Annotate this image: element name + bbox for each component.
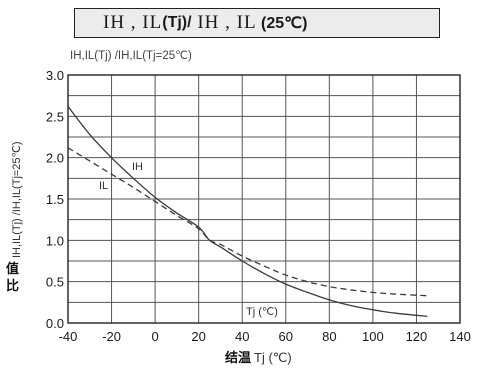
y-tick-label: 3.0 bbox=[46, 68, 64, 83]
title-part-1: IH , IL bbox=[103, 12, 163, 33]
grid bbox=[67, 74, 461, 324]
series-line-ih bbox=[67, 106, 428, 318]
x-tick-label: 20 bbox=[191, 329, 205, 344]
y-axis-top-label: IH,IL(Tj) /IH,IL(Tj=25℃) bbox=[70, 50, 192, 62]
x-tick-label: 120 bbox=[406, 329, 428, 344]
series-label-il: IL bbox=[99, 180, 108, 192]
x-tick-label: -40 bbox=[59, 329, 78, 344]
x-axis-cjk-label: 结温 bbox=[225, 350, 251, 366]
y-tick-label: 2.5 bbox=[46, 109, 64, 124]
x-tick-label: 100 bbox=[362, 329, 384, 344]
labels: IH,IL(Tj) /IH,IL(Tj=25℃) IH,IL(Tj) /IH,I… bbox=[6, 50, 292, 366]
y-axis-side-label: IH,IL(Tj) /IH,IL(Tj=25℃) bbox=[11, 141, 23, 258]
x-axis-unit-label: Tj (℃) bbox=[254, 350, 292, 365]
series-lines bbox=[67, 106, 428, 318]
y-tick-label: 2.0 bbox=[46, 151, 64, 166]
x-tick-label: -20 bbox=[102, 329, 121, 344]
chart-title: IH , IL (Tj)/ IH , IL (25℃) bbox=[74, 8, 440, 38]
y-axis-cjk-1: 值 bbox=[6, 261, 19, 277]
title-part-2: (Tj)/ bbox=[162, 14, 192, 31]
y-axis-cjk-2: 比 bbox=[6, 278, 19, 294]
title-part-4: (25℃) bbox=[256, 15, 308, 32]
series-label-ih: IH bbox=[132, 161, 143, 173]
series-line-il bbox=[67, 147, 428, 297]
y-tick-label: 1.0 bbox=[46, 233, 64, 248]
x-tick-label: 0 bbox=[151, 329, 158, 344]
axes: -40 -20 0 20 40 60 80 100 120 140 0.0 0.5 1.0 1.5 2.0 2… bbox=[46, 68, 471, 344]
x-tick-label: 60 bbox=[279, 329, 293, 344]
x-tick-label: 40 bbox=[235, 329, 249, 344]
y-tick-label: 0.5 bbox=[46, 275, 64, 290]
y-tick-label: 0.0 bbox=[46, 316, 64, 331]
y-tick-label: 1.5 bbox=[46, 192, 64, 207]
title-part-3: IH , IL bbox=[191, 12, 257, 33]
x-tick-label: 80 bbox=[322, 329, 336, 344]
plot-frame bbox=[67, 74, 461, 324]
inner-axis-label: Tj (℃) bbox=[246, 306, 278, 318]
x-tick-label: 140 bbox=[449, 329, 471, 344]
